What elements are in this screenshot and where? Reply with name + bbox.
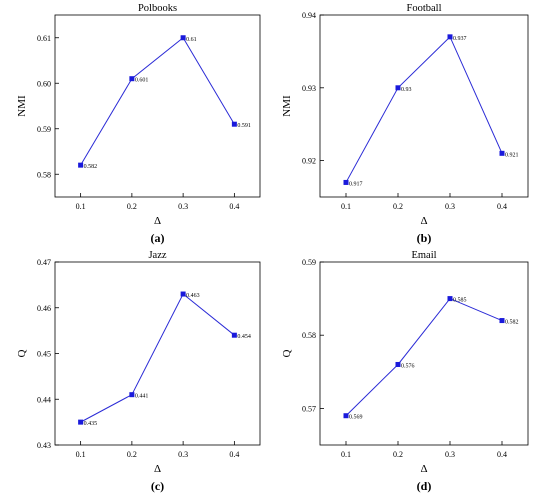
x-axis-label: Δ <box>154 215 161 227</box>
data-label: 0.917 <box>349 181 363 187</box>
y-tick-label: 0.59 <box>37 125 51 134</box>
x-axis-label: Δ <box>420 463 427 475</box>
y-tick-label: 0.94 <box>302 11 316 20</box>
y-tick-label: 0.44 <box>37 395 51 404</box>
x-tick-label: 0.1 <box>76 450 86 459</box>
data-point <box>180 291 186 297</box>
chart-panel-4: Email 0.1 0.2 0.3 0.4 0.57 0.58 0.59 Δ Q (d) 0.569 0… <box>281 250 529 493</box>
chart-panel-3: Jazz 0.1 0.2 0.3 0.4 0.43 0.44 0.45 0.46 0.47 Δ Q (c… <box>16 250 261 493</box>
x-tick-label: 0.1 <box>76 202 86 211</box>
panel-label: (a) <box>151 231 165 245</box>
data-point <box>395 361 401 367</box>
data-point <box>447 34 453 40</box>
data-label: 0.582 <box>505 320 519 326</box>
y-tick-label: 0.46 <box>37 304 51 313</box>
data-point <box>231 332 237 338</box>
plot-frame <box>319 261 529 446</box>
data-point <box>343 413 349 419</box>
x-tick-label: 0.3 <box>178 202 188 211</box>
data-label: 0.576 <box>401 363 415 369</box>
data-label: 0.585 <box>453 298 467 304</box>
data-label: 0.454 <box>237 334 251 340</box>
y-tick-label: 0.92 <box>302 157 316 166</box>
y-axis-label: Q <box>281 349 293 357</box>
data-label: 0.569 <box>349 415 363 421</box>
x-tick-label: 0.1 <box>341 202 351 211</box>
data-point <box>499 150 505 156</box>
data-label: 0.591 <box>237 123 251 129</box>
x-tick-label: 0.1 <box>341 450 351 459</box>
x-tick-label: 0.3 <box>445 450 455 459</box>
y-tick-label: 0.57 <box>302 404 316 413</box>
x-tick-label: 0.4 <box>497 450 507 459</box>
series-line <box>80 293 235 423</box>
plot-frame <box>54 261 261 446</box>
y-tick-label: 0.47 <box>37 258 51 267</box>
panel-label: (d) <box>417 479 432 493</box>
panel-label: (b) <box>417 231 432 245</box>
series-line <box>80 37 235 166</box>
x-tick-label: 0.2 <box>127 202 137 211</box>
x-tick-label: 0.4 <box>229 450 239 459</box>
y-axis-label: NMI <box>281 95 293 117</box>
chart-title: Jazz <box>148 250 166 261</box>
data-label: 0.463 <box>186 293 200 299</box>
y-axis-label: NMI <box>16 95 28 117</box>
chart-panel-1: Polbooks 0.1 0.2 0.3 0.4 0.58 0.59 0.60 0.61 Δ NMI… <box>16 3 261 245</box>
x-tick-label: 0.3 <box>178 450 188 459</box>
data-point <box>129 392 135 398</box>
x-tick-label: 0.2 <box>127 450 137 459</box>
data-label: 0.582 <box>84 164 98 170</box>
y-tick-label: 0.59 <box>302 258 316 267</box>
x-tick-label: 0.4 <box>497 202 507 211</box>
data-point <box>180 35 186 41</box>
x-axis-label: Δ <box>154 463 161 475</box>
data-label: 0.61 <box>186 37 197 43</box>
x-tick-label: 0.2 <box>393 202 403 211</box>
y-tick-label: 0.43 <box>37 441 51 450</box>
chart-title: Email <box>411 250 436 261</box>
chart-title: Football <box>406 3 441 14</box>
data-label: 0.93 <box>401 87 412 93</box>
y-tick-label: 0.61 <box>37 34 51 43</box>
data-label: 0.435 <box>84 421 98 427</box>
data-label: 0.921 <box>505 152 519 158</box>
chart-title: Polbooks <box>138 3 177 14</box>
series-line <box>345 297 503 417</box>
data-point <box>447 296 453 302</box>
plot-frame <box>319 14 529 198</box>
x-tick-label: 0.2 <box>393 450 403 459</box>
x-tick-label: 0.3 <box>445 202 455 211</box>
data-point <box>231 121 237 127</box>
y-tick-label: 0.60 <box>37 79 51 88</box>
data-label: 0.937 <box>453 36 467 42</box>
data-point <box>343 179 349 185</box>
data-point <box>78 419 84 425</box>
y-axis-label: Q <box>16 349 28 357</box>
data-point <box>129 76 135 82</box>
data-label: 0.601 <box>135 78 149 84</box>
plot-frame <box>54 14 261 198</box>
data-point <box>395 85 401 91</box>
y-tick-label: 0.58 <box>302 331 316 340</box>
y-tick-label: 0.58 <box>37 170 51 179</box>
data-point <box>499 318 505 324</box>
x-axis-label: Δ <box>420 215 427 227</box>
panel-label: (c) <box>151 479 164 493</box>
data-label: 0.441 <box>135 394 149 400</box>
y-tick-label: 0.45 <box>37 350 51 359</box>
y-tick-label: 0.93 <box>302 84 316 93</box>
x-tick-label: 0.4 <box>229 202 239 211</box>
chart-panel-2: Football 0.1 0.2 0.3 0.4 0.92 0.93 0.94 Δ NMI (b) 0… <box>281 3 529 245</box>
data-point <box>78 162 84 168</box>
series-line <box>345 35 503 183</box>
